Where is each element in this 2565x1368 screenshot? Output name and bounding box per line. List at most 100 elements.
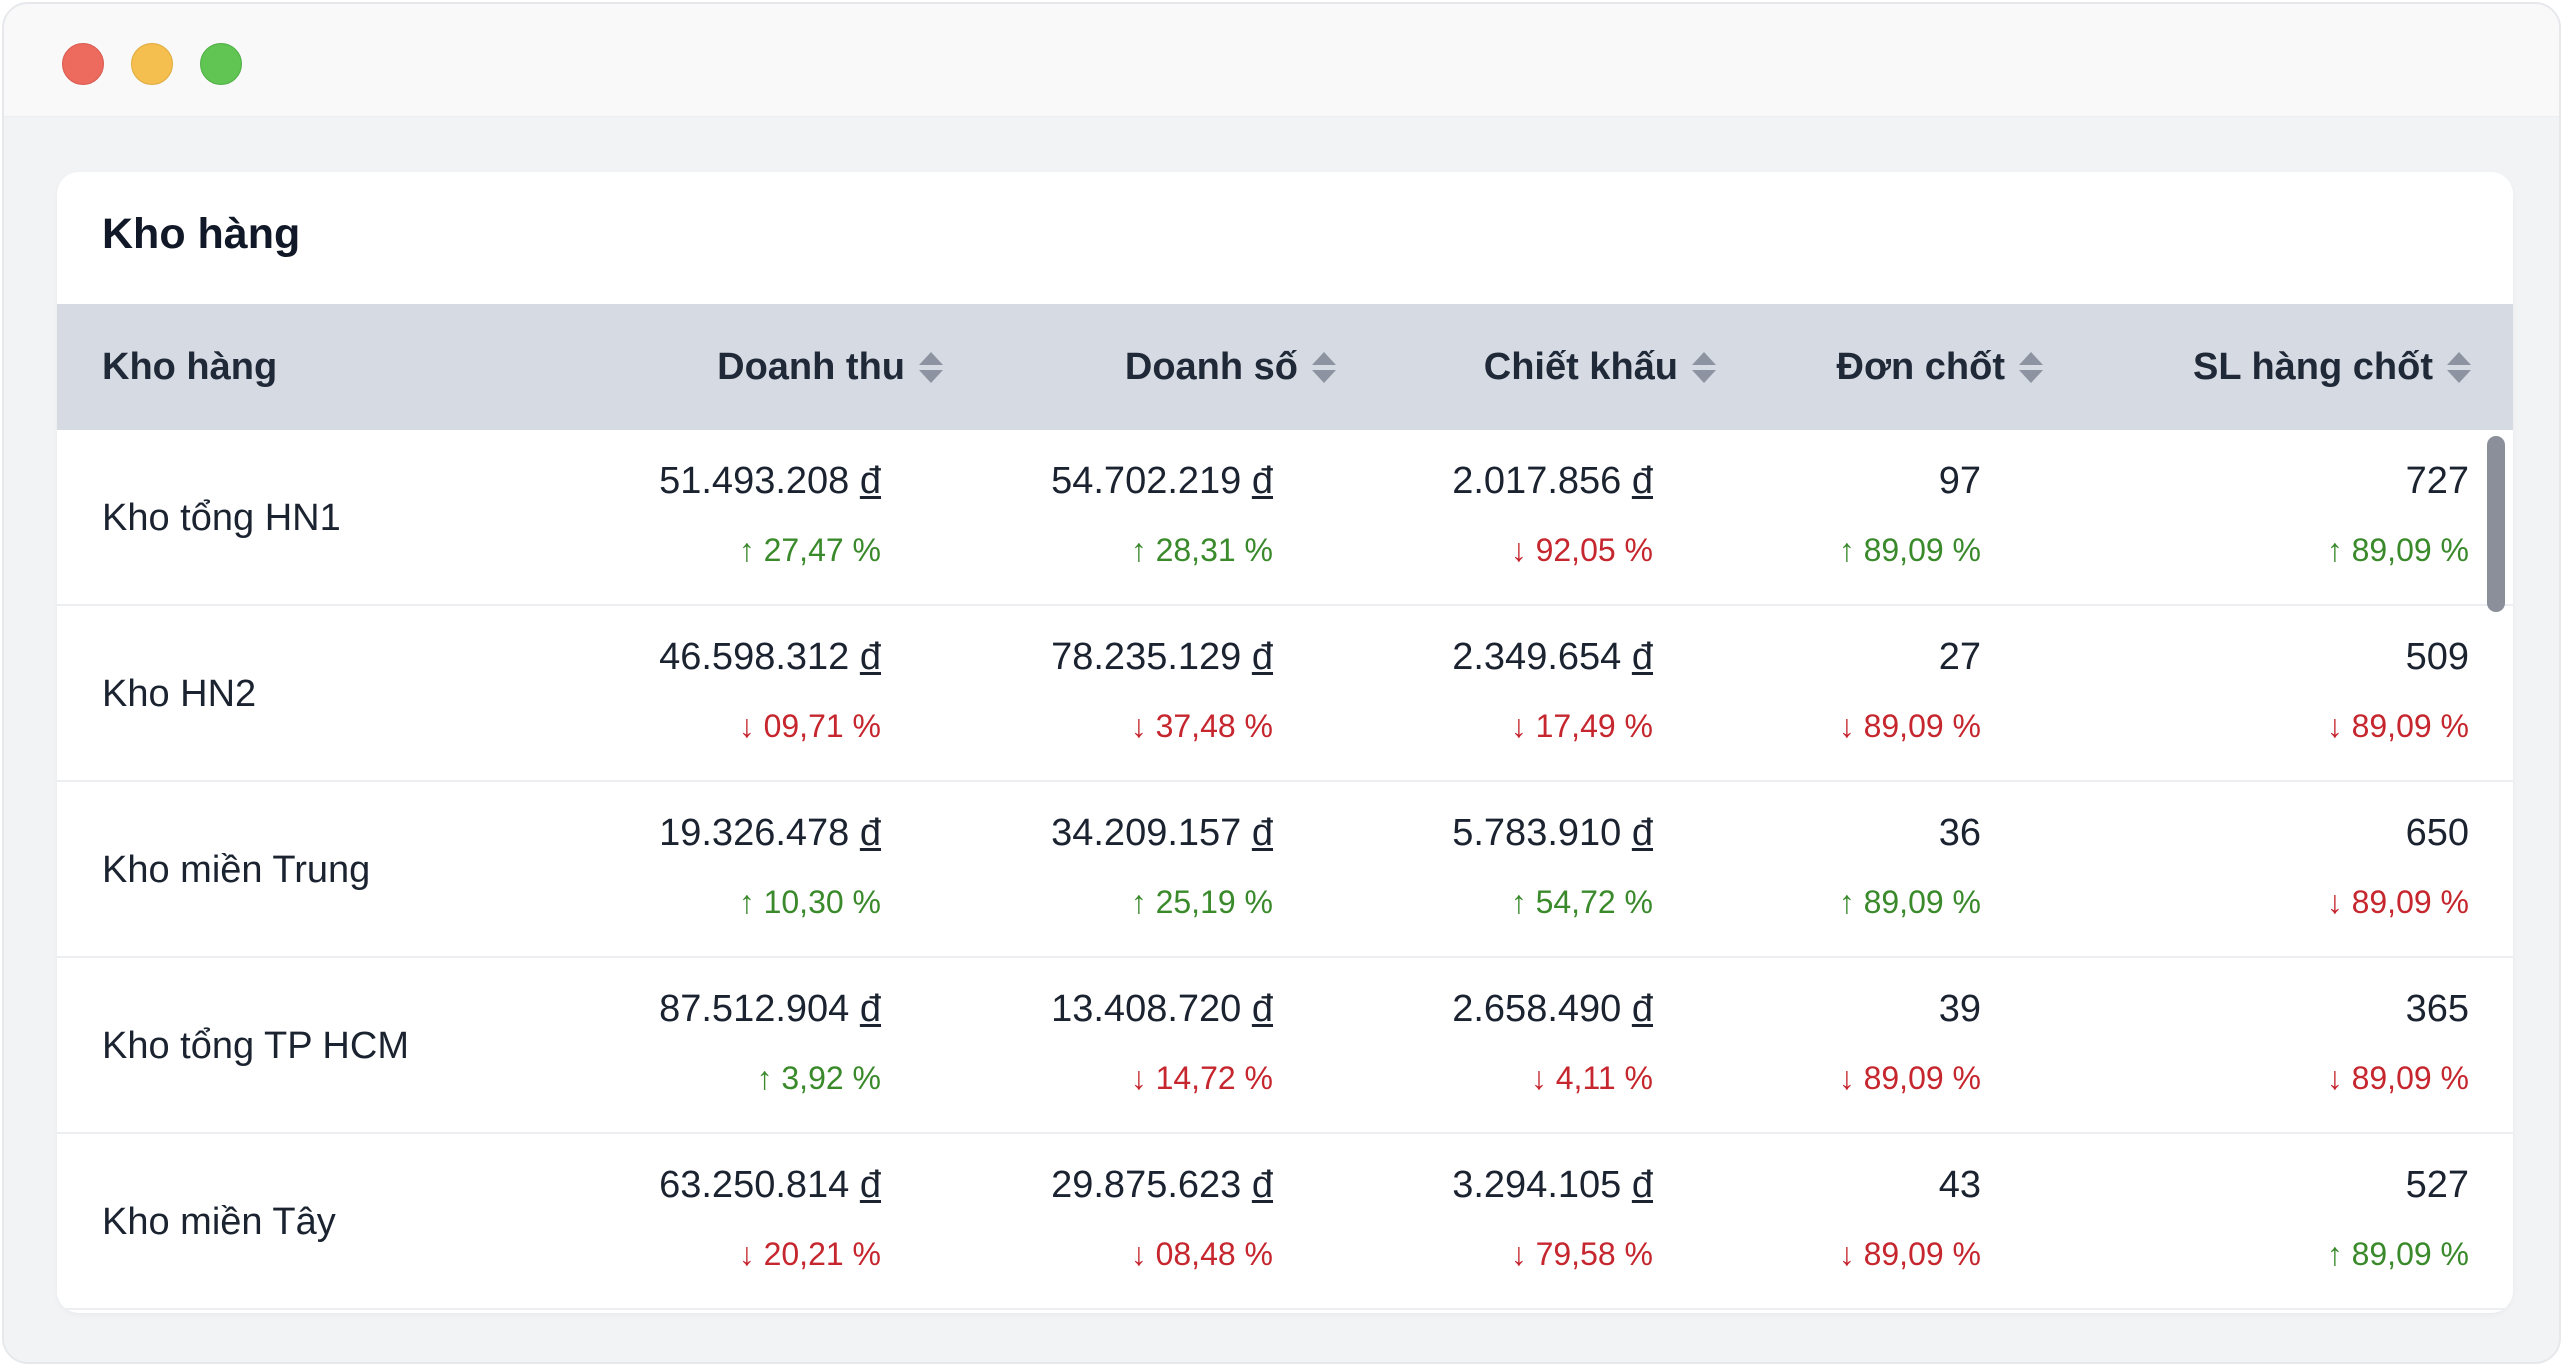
qty-value: 650 [2406, 812, 2469, 855]
arrow-up-icon: ↑ [1838, 884, 1864, 920]
change-percent: 89,09 % [2351, 708, 2469, 744]
table-scrollbar[interactable] [2487, 436, 2505, 612]
arrow-up-icon: ↑ [738, 532, 764, 568]
column-header-sales[interactable]: Doanh số [1125, 304, 1336, 430]
table-row[interactable]: Kho HN2 46.598.312 đ ↓ 09,71 % 78.235.129 đ… [57, 606, 2513, 782]
change-percent: 79,58 % [1535, 1236, 1653, 1272]
value-number: 650 [2405, 812, 2469, 854]
value-number: 727 [2405, 460, 2469, 502]
arrow-down-icon: ↓ [1530, 1060, 1556, 1096]
arrow-down-icon: ↓ [1130, 1060, 1156, 1096]
change-percent: 89,09 % [1863, 1236, 1981, 1272]
orders-value: 36 [1939, 812, 1981, 855]
change-percent: 10,30 % [763, 884, 881, 920]
table-body: Kho tổng HN1 51.493.208 đ ↑ 27,47 % 54.702.… [57, 430, 2513, 1313]
change-percent: 89,09 % [2351, 532, 2469, 568]
arrow-down-icon: ↓ [1510, 708, 1536, 744]
table-row[interactable]: Kho tổng HN1 51.493.208 đ ↑ 27,47 % 54.702.… [57, 430, 2513, 606]
currency-symbol: đ [859, 812, 881, 854]
currency-symbol: đ [1251, 636, 1273, 678]
change-percent: 28,31 % [1155, 532, 1273, 568]
qty-value: 365 [2406, 988, 2469, 1031]
arrow-up-icon: ↑ [1510, 884, 1536, 920]
sales-change: ↑ 28,31 % [1131, 532, 1273, 569]
discount-change: ↑ 54,72 % [1511, 884, 1653, 921]
revenue-change: ↑ 3,92 % [756, 1060, 881, 1097]
discount-value: 2.658.490 đ [1452, 988, 1653, 1031]
discount-change: ↓ 4,11 % [1531, 1060, 1653, 1097]
value-number: 46.598.312 [659, 636, 850, 678]
arrow-up-icon: ↑ [2326, 1236, 2352, 1272]
sort-icon[interactable] [1692, 351, 1716, 383]
arrow-up-icon: ↑ [1130, 532, 1156, 568]
warehouse-name: Kho miền Tây [102, 1201, 336, 1243]
revenue-value: 51.493.208 đ [659, 460, 881, 503]
maximize-window-button[interactable] [200, 43, 242, 85]
value-number: 51.493.208 [659, 460, 850, 502]
warehouse-name: Kho HN2 [102, 673, 257, 715]
change-percent: 14,72 % [1155, 1060, 1273, 1096]
column-header-discount[interactable]: Chiết khấu [1484, 304, 1716, 430]
change-percent: 08,48 % [1155, 1236, 1273, 1272]
orders-change: ↑ 89,09 % [1839, 532, 1981, 569]
change-percent: 17,49 % [1535, 708, 1653, 744]
currency-symbol: đ [859, 636, 881, 678]
sales-value: 34.209.157 đ [1051, 812, 1273, 855]
sales-value: 13.408.720 đ [1051, 988, 1273, 1031]
qty-change: ↓ 89,09 % [2327, 884, 2469, 921]
arrow-down-icon: ↓ [738, 708, 764, 744]
warehouse-name: Kho tổng TP HCM [102, 1025, 409, 1067]
value-number: 2.017.856 [1452, 460, 1622, 502]
currency-symbol: đ [1251, 1164, 1273, 1206]
close-window-button[interactable] [62, 43, 104, 85]
revenue-value: 87.512.904 đ [659, 988, 881, 1031]
orders-value: 39 [1939, 988, 1981, 1031]
column-header-qty[interactable]: SL hàng chốt [2193, 304, 2471, 430]
minimize-window-button[interactable] [131, 43, 173, 85]
arrow-down-icon: ↓ [1838, 708, 1864, 744]
discount-value: 2.349.654 đ [1452, 636, 1653, 679]
change-percent: 89,09 % [1863, 884, 1981, 920]
sort-icon[interactable] [2019, 351, 2043, 383]
column-header-label: Doanh số [1124, 346, 1298, 388]
qty-change: ↓ 89,09 % [2327, 708, 2469, 745]
currency-symbol: đ [859, 460, 881, 502]
column-header-orders[interactable]: Đơn chốt [1837, 304, 2043, 430]
table-row[interactable]: Kho miền Trung 19.326.478 đ ↑ 10,30 % 34.20… [57, 782, 2513, 958]
sort-icon[interactable] [2447, 351, 2471, 383]
change-percent: 89,09 % [1863, 532, 1981, 568]
discount-change: ↓ 17,49 % [1511, 708, 1653, 745]
orders-value: 43 [1939, 1164, 1981, 1207]
sales-value: 29.875.623 đ [1051, 1164, 1273, 1207]
orders-change: ↓ 89,09 % [1839, 708, 1981, 745]
value-number: 2.658.490 [1452, 988, 1622, 1030]
value-number: 27 [1938, 636, 1981, 678]
sort-icon[interactable] [919, 351, 943, 383]
currency-symbol: đ [1251, 988, 1273, 1030]
qty-value: 727 [2406, 460, 2469, 503]
change-percent: 89,09 % [1863, 708, 1981, 744]
change-percent: 37,48 % [1155, 708, 1273, 744]
column-header-label: Đơn chốt [1836, 346, 2005, 388]
value-number: 29.875.623 [1051, 1164, 1242, 1206]
warehouse-name: Kho miền Trung [102, 849, 371, 891]
table-row[interactable]: Kho miền Tây 63.250.814 đ ↓ 20,21 % 29.875.… [57, 1134, 2513, 1310]
change-percent: 27,47 % [763, 532, 881, 568]
sales-change: ↓ 08,48 % [1131, 1236, 1273, 1273]
currency-symbol: đ [1631, 812, 1653, 854]
value-number: 87.512.904 [659, 988, 850, 1030]
currency-symbol: đ [1631, 636, 1653, 678]
sort-icon[interactable] [1312, 351, 1336, 383]
column-header-revenue[interactable]: Doanh thu [717, 304, 943, 430]
sales-change: ↓ 37,48 % [1131, 708, 1273, 745]
table-row[interactable]: Kho tổng TP HCM 87.512.904 đ ↑ 3,92 % 13.40… [57, 958, 2513, 1134]
arrow-down-icon: ↓ [1130, 1236, 1156, 1272]
value-number: 36 [1938, 812, 1981, 854]
change-percent: 4,11 % [1555, 1060, 1653, 1096]
value-number: 54.702.219 [1051, 460, 1242, 502]
arrow-down-icon: ↓ [1510, 1236, 1536, 1272]
orders-value: 97 [1939, 460, 1981, 503]
arrow-down-icon: ↓ [1130, 708, 1156, 744]
change-percent: 89,09 % [2351, 1060, 2469, 1096]
column-header-name: Kho hàng [102, 346, 278, 388]
